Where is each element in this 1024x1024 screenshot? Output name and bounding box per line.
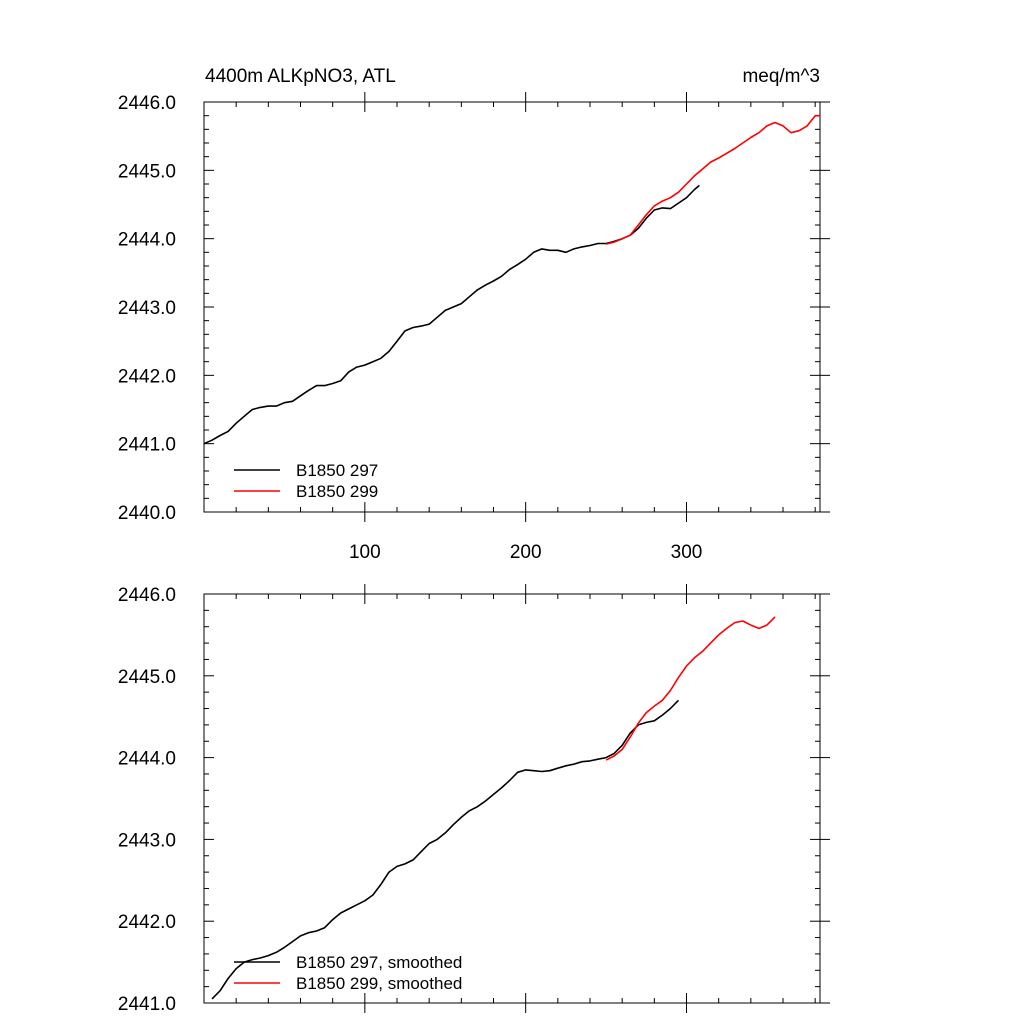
bottom-panel-plot: 2441.0 2442.0 2443.0 2444.0 2445.0 2446.0 xyxy=(118,584,830,1015)
top-panel-title: 4400m ALKpNO3, ATL xyxy=(205,66,396,87)
y-tick-label: 2443.0 xyxy=(118,298,176,319)
y-tick-label: 2442.0 xyxy=(118,366,176,387)
y-tick-label: 2442.0 xyxy=(118,912,176,933)
series-line-1 xyxy=(203,184,700,445)
y-tick-label: 2445.0 xyxy=(118,161,176,182)
y-tick-label: 2441.0 xyxy=(118,994,176,1015)
y-tick-label: 2443.0 xyxy=(118,830,176,851)
series-line-2 xyxy=(605,114,820,245)
series-line-1 xyxy=(211,699,680,1000)
legend-label-1: B1850 297 xyxy=(296,461,378,480)
legend-label-2: B1850 299, smoothed xyxy=(296,974,462,993)
plot-frame xyxy=(203,101,821,513)
top-panel: 4400m ALKpNO3, ATL meq/m^3 100 200 300 2440… xyxy=(118,66,830,563)
plot-frame xyxy=(203,593,821,1004)
bottom-panel-legend: B1850 297, smoothed B1850 299, smoothed xyxy=(234,953,462,993)
legend-label-2: B1850 299 xyxy=(296,482,378,501)
y-tick-label: 2445.0 xyxy=(118,667,176,688)
y-tick-label: 2444.0 xyxy=(118,749,176,770)
y-tick-label: 2446.0 xyxy=(118,93,176,114)
y-tick-label: 2441.0 xyxy=(118,435,176,456)
y-tick-label: 2444.0 xyxy=(118,230,176,251)
y-tick-label: 2446.0 xyxy=(118,585,176,606)
legend-label-1: B1850 297, smoothed xyxy=(296,953,462,972)
y-tick-label: 2440.0 xyxy=(118,503,176,524)
series-line-2 xyxy=(605,616,776,761)
top-panel-plot: 100 200 300 2440.0 2441.0 2442.0 2443.0 2444.0 2… xyxy=(118,92,830,563)
top-panel-legend: B1850 297 B1850 299 xyxy=(234,461,378,501)
x-tick-label: 100 xyxy=(349,542,381,563)
bottom-panel: 2441.0 2442.0 2443.0 2444.0 2445.0 2446.0 B18… xyxy=(118,584,830,1015)
top-panel-units: meq/m^3 xyxy=(742,66,820,87)
x-tick-label: 300 xyxy=(671,542,703,563)
x-tick-label: 200 xyxy=(510,542,542,563)
